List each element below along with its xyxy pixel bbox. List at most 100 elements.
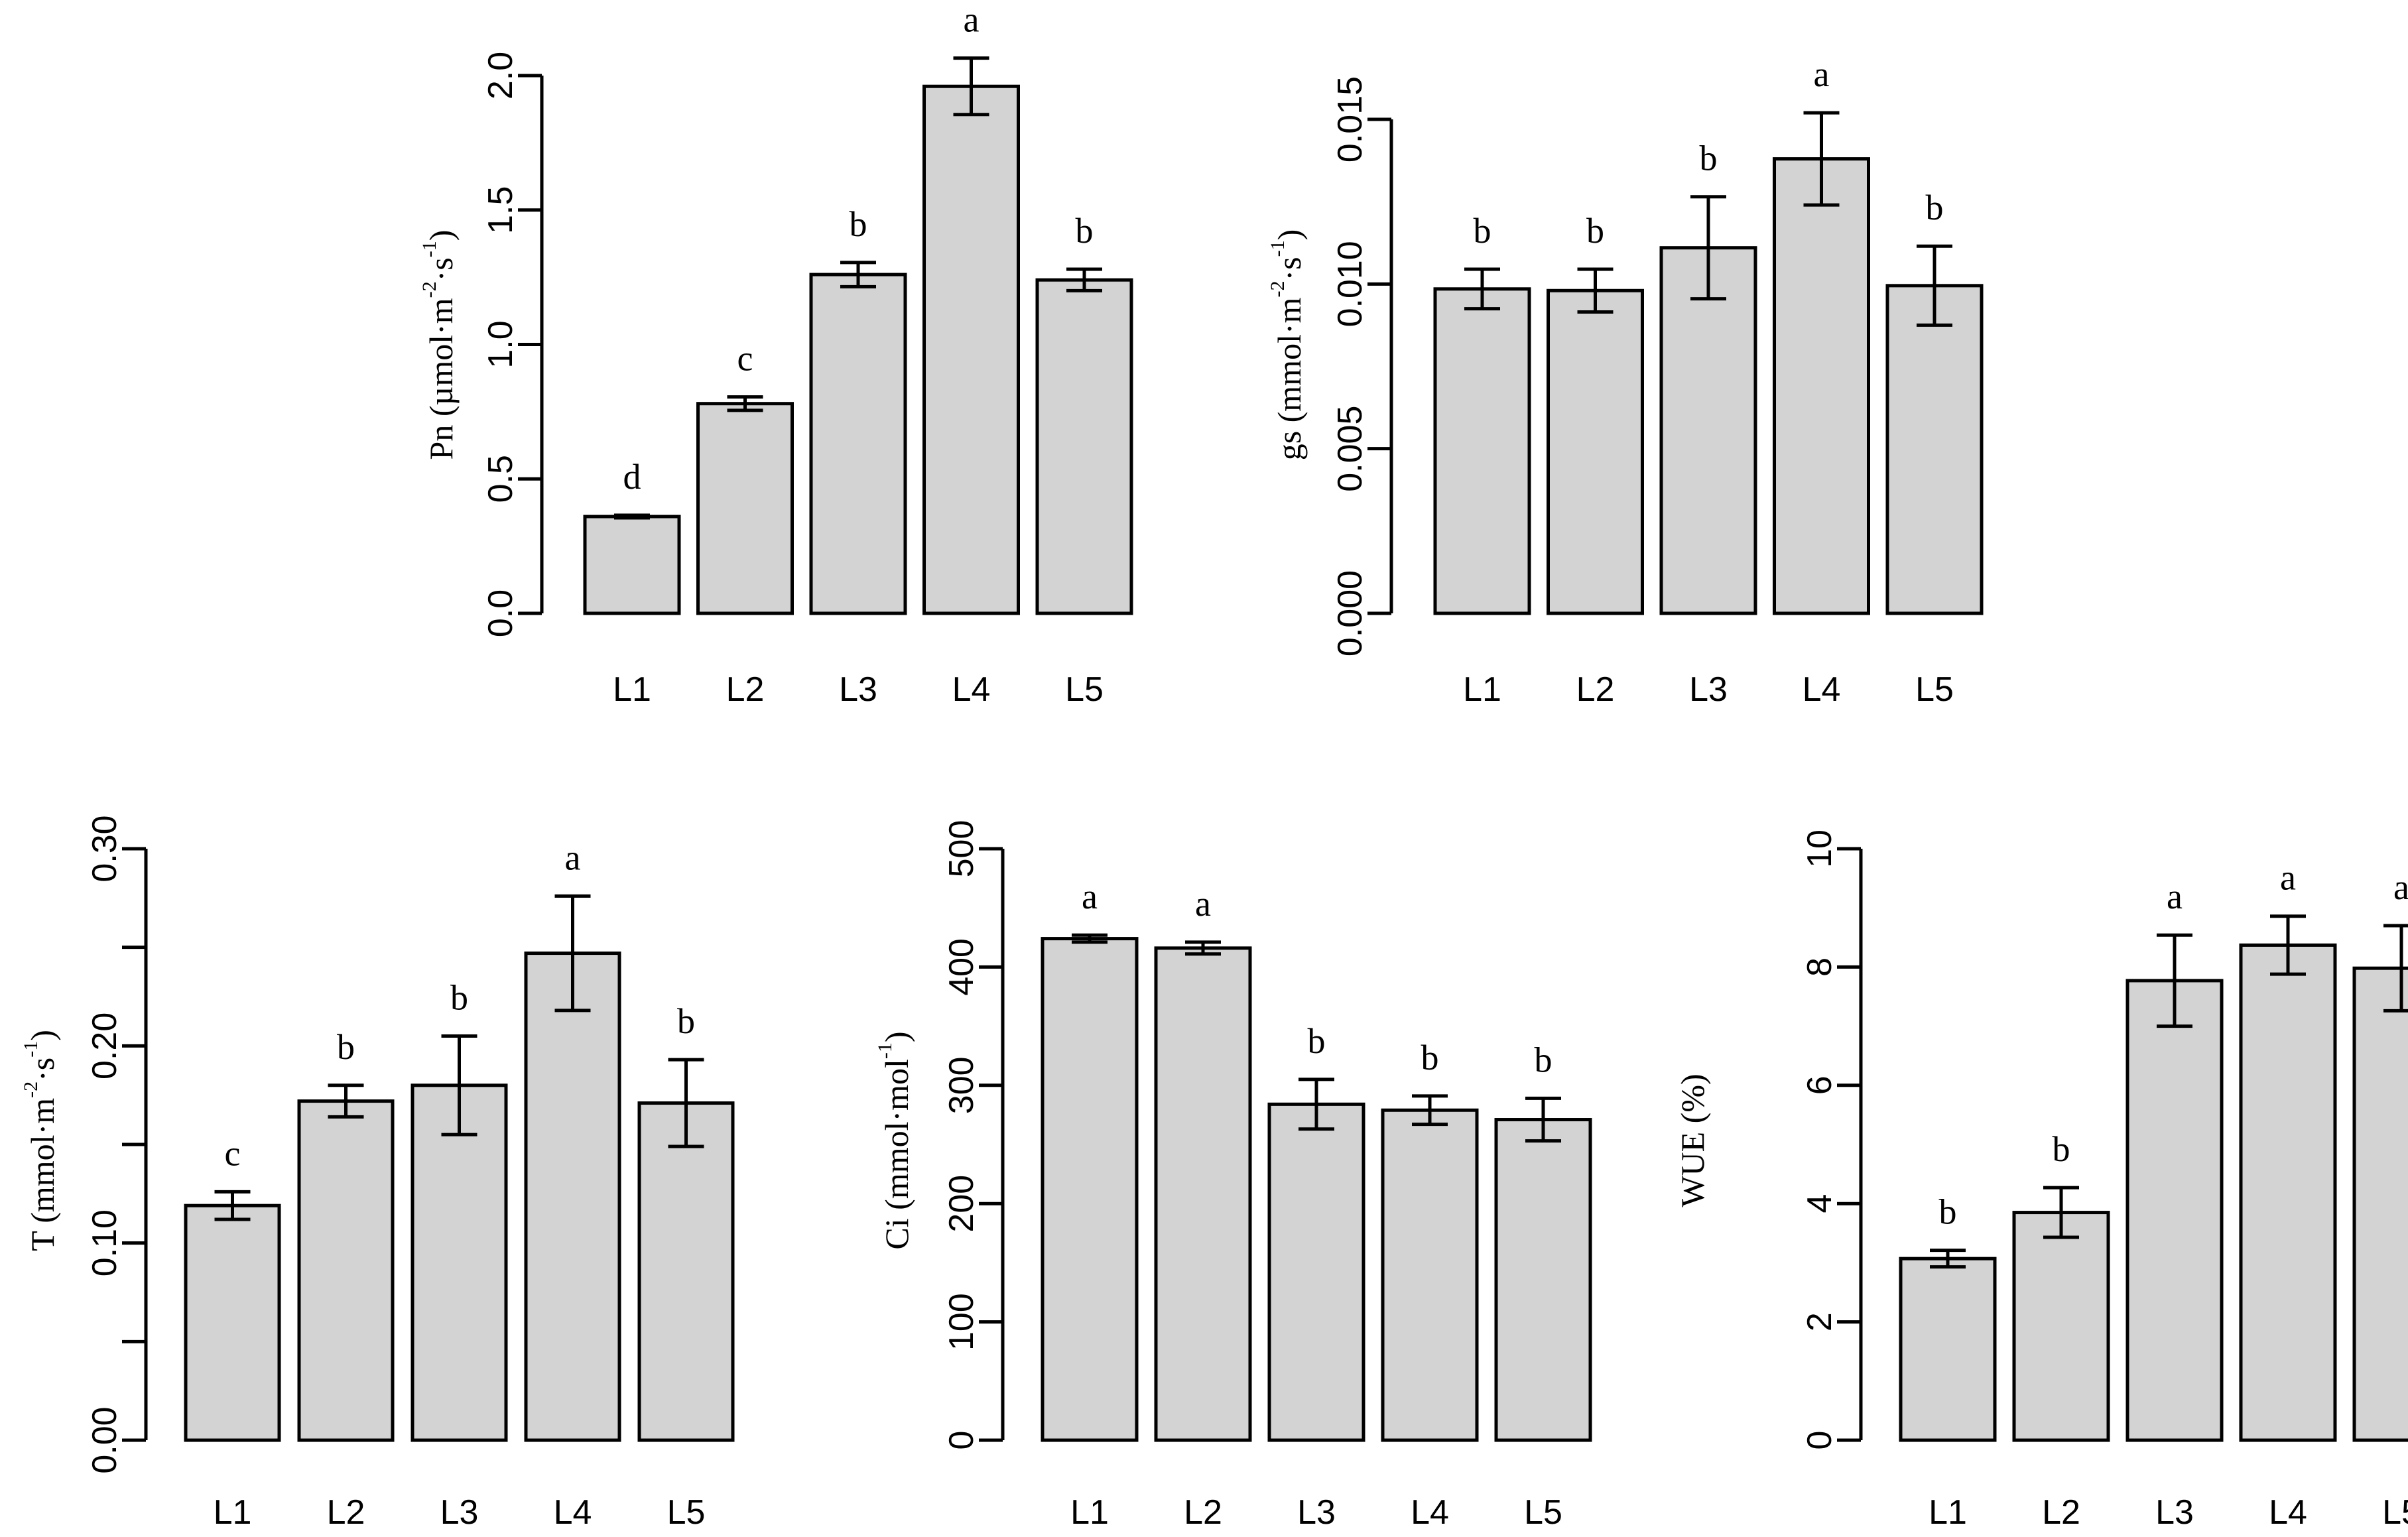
t-category-label: L2 [327, 1493, 365, 1532]
wue-significance-letter: a [2280, 858, 2296, 898]
pn-category-label: L2 [726, 670, 765, 709]
t-category-label: L1 [214, 1493, 252, 1532]
ci-category-label: L4 [1411, 1493, 1449, 1532]
gs-significance-letter: a [1814, 54, 1830, 94]
gs-ytick-label: 0.005 [1331, 406, 1369, 492]
wue-category-label: L4 [2269, 1493, 2307, 1532]
pn-ytick-label: 0.5 [481, 455, 520, 503]
t-panel: 0.00 0.10 0.20 0.30 T (mmol·m-2·s-1) c L1 b L2 b L… [20, 815, 735, 1532]
pn-y-title-text: Pn (µmol·m [422, 298, 460, 460]
ci-y-axis-title: Ci (mmol·mol-1) [874, 1031, 916, 1249]
pn-ytick-label: 2.0 [481, 52, 520, 99]
pn-y-title-superscript: -1 [418, 241, 440, 257]
t-bar-L2 [297, 1099, 395, 1442]
gs-ytick-label: 0.010 [1331, 241, 1369, 327]
wue-ytick-label: 10 [1801, 830, 1839, 868]
pn-significance-letter: c [737, 339, 753, 379]
wue-bar-L3 [2125, 979, 2224, 1442]
wue-ytick-label: 6 [1801, 1076, 1839, 1095]
gs-y-title-text: ) [1271, 229, 1308, 241]
pn-ytick-label: 1.0 [481, 320, 520, 368]
pn-y-title-text: ·s [422, 257, 460, 281]
wue-y-title-text: WUE (%) [1674, 1074, 1711, 1207]
ci-category-label: L1 [1070, 1493, 1109, 1532]
ci-y-title-text: Ci (mmol·mol [878, 1059, 915, 1250]
pn-category-label: L5 [1065, 670, 1104, 709]
ci-ytick-label: 300 [942, 1056, 981, 1114]
gs-bar-L1 [1433, 287, 1531, 615]
ci-significance-letter: b [1308, 1021, 1326, 1061]
ci-category-label: L2 [1184, 1493, 1222, 1532]
gs-ytick-label: 0.000 [1331, 570, 1369, 656]
ci-ytick-label: 200 [942, 1175, 981, 1233]
wue-significance-letter: a [2393, 867, 2408, 907]
pn-panel: 0.0 0.5 1.0 1.5 2.0 Pn (µmol·m-2·s-1) d L1 c L2 b L… [418, 0, 1133, 709]
wue-bar-L5 [2352, 966, 2408, 1442]
ci-ytick-label: 500 [942, 820, 981, 878]
ci-y-title-text: ) [878, 1031, 915, 1042]
t-category-label: L4 [554, 1493, 592, 1532]
pn-significance-letter: a [964, 0, 980, 40]
pn-category-label: L4 [952, 670, 991, 709]
t-bar-L3 [411, 1083, 508, 1442]
t-y-title-superscript: -1 [20, 1041, 42, 1058]
wue-category-label: L3 [2155, 1493, 2194, 1532]
wue-significance-letter: b [1939, 1192, 1957, 1232]
ci-ytick-label: 0 [942, 1431, 981, 1450]
pn-significance-letter: b [1076, 211, 1094, 251]
pn-category-label: L3 [839, 670, 877, 709]
wue-y-axis-title: WUE (%) [1674, 1074, 1711, 1207]
pn-category-label: L1 [613, 670, 651, 709]
gs-significance-letter: b [1474, 211, 1491, 251]
ci-y-title-superscript: -1 [874, 1042, 896, 1059]
t-bar-L4 [524, 952, 621, 1442]
pn-y-title-text: ) [422, 230, 460, 241]
t-category-label: L3 [440, 1493, 479, 1532]
ci-bar-L1 [1041, 937, 1139, 1442]
gs-category-label: L3 [1689, 670, 1728, 709]
ci-category-label: L3 [1297, 1493, 1336, 1532]
wue-category-label: L2 [2042, 1493, 2080, 1532]
gs-category-label: L2 [1576, 670, 1615, 709]
wue-panel: 0 2 4 6 8 10 WUE (%) b L1 b L2 a L3 a L4 a L5 [1674, 830, 2408, 1532]
gs-ytick-label: 0.015 [1331, 76, 1369, 162]
wue-category-label: L5 [2382, 1493, 2408, 1532]
t-y-title-text: T (mmol·m [24, 1098, 61, 1251]
pn-significance-letter: b [850, 204, 867, 244]
gs-bar-L4 [1773, 157, 1870, 615]
pn-y-title-superscript: -2 [418, 281, 440, 298]
wue-bar-L4 [2239, 943, 2337, 1442]
gs-y-title-text: ·s [1271, 257, 1308, 280]
t-significance-letter: a [565, 837, 581, 877]
gs-category-label: L5 [1915, 670, 1954, 709]
t-significance-letter: b [450, 977, 468, 1017]
t-ytick-label: 0.00 [86, 1406, 124, 1473]
ci-bar-L3 [1267, 1102, 1365, 1442]
gs-significance-letter: b [1586, 211, 1604, 251]
wue-significance-letter: a [2167, 877, 2183, 916]
pn-ytick-label: 0.0 [481, 589, 520, 637]
gs-bar-L5 [1885, 284, 1984, 615]
ci-significance-letter: b [1535, 1040, 1553, 1079]
t-bar-L5 [637, 1101, 735, 1442]
t-ytick-label: 0.20 [86, 1013, 124, 1079]
t-significance-letter: b [677, 1001, 695, 1041]
pn-y-axis-title: Pn (µmol·m-2·s-1) [418, 230, 460, 460]
ci-bar-L4 [1381, 1108, 1479, 1442]
wue-ytick-label: 2 [1801, 1312, 1839, 1331]
gs-y-title-text: gs (mmol·m [1271, 297, 1308, 460]
ci-significance-letter: a [1195, 884, 1211, 924]
t-bar-L1 [184, 1203, 281, 1442]
ci-bar-L5 [1494, 1118, 1592, 1442]
gs-category-label: L4 [1803, 670, 1841, 709]
gs-significance-letter: b [1926, 188, 1944, 227]
ci-significance-letter: b [1421, 1038, 1439, 1077]
wue-ytick-label: 0 [1801, 1431, 1839, 1450]
t-y-axis-title: T (mmol·m-2·s-1) [20, 1030, 62, 1251]
pn-ytick-label: 1.5 [481, 186, 520, 234]
t-ytick-label: 0.30 [86, 815, 124, 882]
pn-bar-L2 [696, 402, 794, 615]
t-significance-letter: b [337, 1027, 355, 1067]
gs-bar-L3 [1659, 246, 1757, 615]
